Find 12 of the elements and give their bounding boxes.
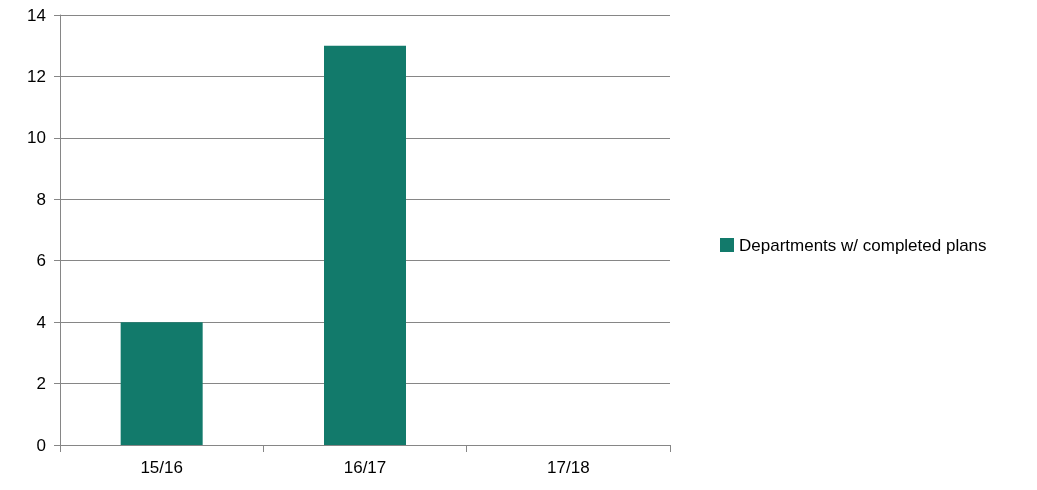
y-tick-label: 12	[27, 66, 46, 86]
x-tick-label: 15/16	[140, 458, 183, 477]
y-tick-label: 10	[27, 128, 46, 148]
x-tick-label: 17/18	[547, 458, 590, 477]
y-tick-label: 14	[27, 5, 46, 25]
y-tick-label: 2	[36, 374, 46, 394]
y-tick-label: 6	[36, 251, 46, 271]
legend-label: Departments w/ completed plans	[739, 235, 987, 255]
x-tick-label: 16/17	[343, 458, 387, 477]
y-tick-label: 0	[36, 435, 46, 455]
y-tick-label: 8	[36, 189, 46, 209]
y-tick-label: 4	[36, 312, 46, 332]
